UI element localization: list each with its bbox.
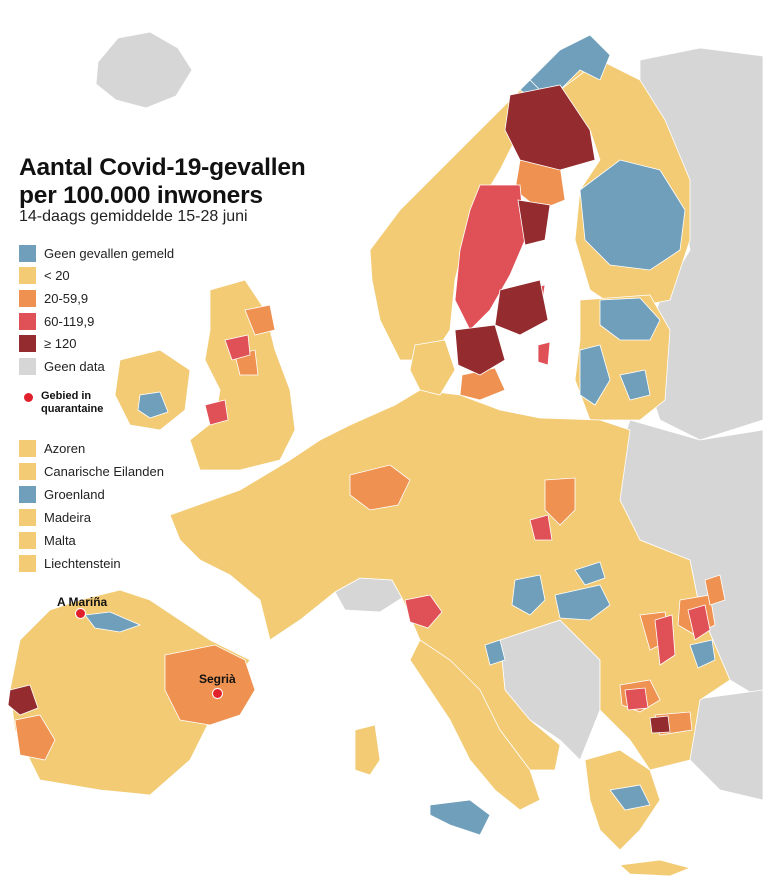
legend-item: Geen gevallen gemeld <box>19 242 174 265</box>
city-label-a-marina: A Mariña <box>57 595 108 609</box>
island-label: Liechtenstein <box>44 556 121 571</box>
ireland <box>114 349 191 431</box>
island-swatch <box>19 486 36 503</box>
catalonia <box>164 644 256 726</box>
scotland-central <box>224 334 251 361</box>
island-item: Azoren <box>19 437 164 460</box>
sicily <box>429 799 491 836</box>
hungary-1 <box>511 574 546 616</box>
islands-legend: Azoren Canarische Eilanden Groenland Madeir… <box>19 437 164 575</box>
legend-label: 60-119,9 <box>44 313 95 329</box>
germany-west <box>349 464 411 511</box>
portugal-lisbon <box>7 684 39 716</box>
legend-item: Geen data <box>19 355 174 378</box>
legend-item: ≥ 120 <box>19 332 174 355</box>
legend-item: 20-59,9 <box>19 287 174 310</box>
map-title: Aantal Covid-19-gevallen per 100.000 inw… <box>19 154 306 210</box>
bulgaria <box>689 639 716 669</box>
island-swatch <box>19 532 36 549</box>
hungary-2 <box>554 584 611 621</box>
ireland-west <box>137 391 169 419</box>
quarantine-label: Gebied in quarantaine <box>41 390 104 415</box>
baltic-west <box>579 344 611 406</box>
bulgaria-darkred <box>649 715 671 734</box>
turkey <box>689 689 763 801</box>
legend-swatch <box>19 244 36 262</box>
legend-label: Geen data <box>44 358 105 374</box>
legend-label: ≥ 120 <box>44 336 77 352</box>
legend-swatch <box>19 267 36 285</box>
legend-label: < 20 <box>44 268 70 284</box>
island-label: Azoren <box>44 441 86 456</box>
denmark <box>409 339 456 396</box>
legend-label: 20-59,9 <box>44 290 89 306</box>
city-label-segria: Segrià <box>199 672 236 686</box>
quarantine-marker-a-marina <box>75 608 86 619</box>
island-swatch <box>19 463 36 480</box>
very-high-regions <box>7 84 671 734</box>
none-regions <box>84 34 716 836</box>
quarantine-marker-segria <box>212 688 223 699</box>
island-swatch <box>19 440 36 457</box>
island-label: Groenland <box>44 487 105 502</box>
bulgaria-red <box>624 687 649 711</box>
island-item: Groenland <box>19 483 164 506</box>
romania-east <box>704 574 726 606</box>
island-label: Madeira <box>44 510 91 525</box>
island-swatch <box>19 555 36 572</box>
baltic-east-1 <box>599 297 661 341</box>
quarantine-legend: Gebied in quarantaine <box>24 390 131 415</box>
scotland-east <box>244 304 276 336</box>
stockholm <box>494 279 549 336</box>
romania-west <box>574 561 606 586</box>
greece-island <box>609 784 651 811</box>
title-line1: Aantal Covid-19-gevallen <box>19 154 306 181</box>
crete <box>619 859 692 877</box>
poland-south <box>544 477 576 526</box>
island-label: Malta <box>44 533 76 548</box>
portugal-south <box>14 714 56 761</box>
mid-regions <box>14 159 726 761</box>
gotland <box>537 341 551 366</box>
island-label: Canarische Eilanden <box>44 464 164 479</box>
island-item: Madeira <box>19 506 164 529</box>
baltic-east-2 <box>619 369 651 401</box>
austria <box>404 594 443 629</box>
legend-swatch <box>19 357 36 375</box>
quarantine-dot-icon <box>24 393 33 402</box>
legend: Geen gevallen gemeld < 20 20-59,9 60-119,9 ≥… <box>19 242 174 378</box>
legend-swatch <box>19 289 36 307</box>
iceland <box>95 31 193 109</box>
island-item: Liechtenstein <box>19 552 164 575</box>
island-item: Malta <box>19 529 164 552</box>
map-subtitle: 14-daags gemiddelde 15-28 juni <box>19 208 248 225</box>
croatia <box>484 639 506 666</box>
sardinia <box>354 724 381 776</box>
title-line2: per 100.000 inwoners <box>19 182 263 209</box>
romania-red-1 <box>654 614 676 666</box>
vastra-gotaland <box>454 324 506 376</box>
legend-item: < 20 <box>19 265 174 288</box>
legend-swatch <box>19 312 36 330</box>
england-west <box>204 399 229 426</box>
norrbotten <box>504 84 596 171</box>
legend-swatch <box>19 335 36 353</box>
italy <box>409 639 541 811</box>
poland-south-east <box>529 514 553 541</box>
finland-east <box>579 159 686 271</box>
romania-red-2 <box>687 604 711 641</box>
island-swatch <box>19 509 36 526</box>
galicia-coast <box>84 611 142 633</box>
legend-item: 60-119,9 <box>19 310 174 333</box>
vasterbotten <box>517 199 551 246</box>
legend-label: Geen gevallen gemeld <box>44 245 175 261</box>
island-item: Canarische Eilanden <box>19 460 164 483</box>
